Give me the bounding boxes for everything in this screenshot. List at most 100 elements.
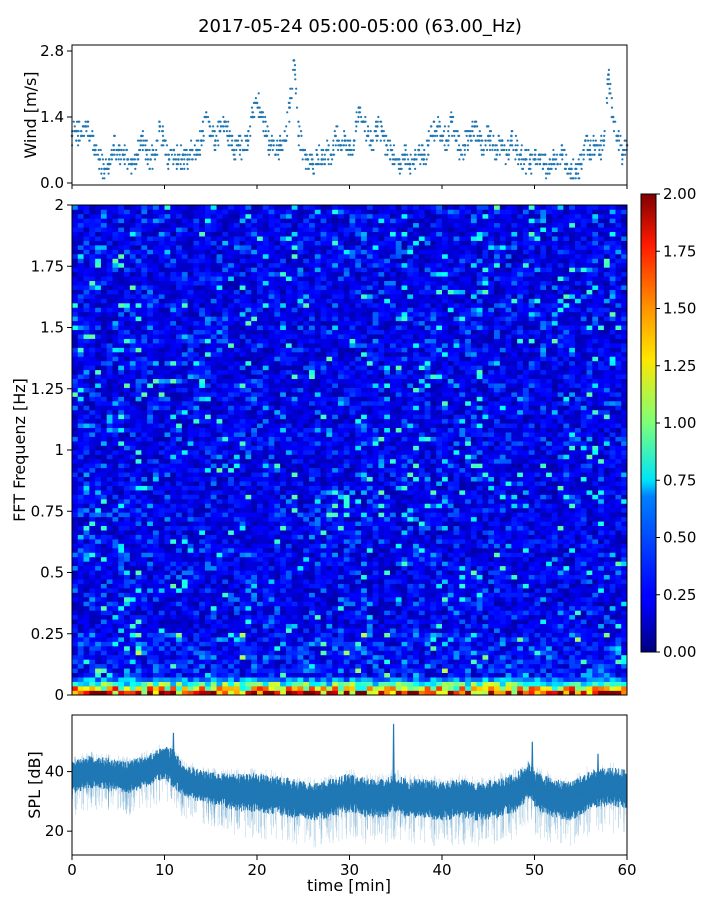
spectrogram-cell <box>118 623 125 629</box>
spectrogram-cell <box>355 534 362 540</box>
spectrogram-cell <box>239 561 246 567</box>
spectrogram-cell <box>528 556 535 562</box>
spectrogram-cell <box>488 650 495 656</box>
spectrogram-cell <box>95 614 102 620</box>
spectrogram-cell <box>77 668 84 674</box>
spectrogram-cell <box>528 610 535 616</box>
spectrogram-cell <box>372 565 379 571</box>
spectrogram-cell <box>603 641 611 647</box>
spectrogram-cell <box>233 548 241 553</box>
spectrogram-cell <box>592 654 599 660</box>
spectrogram-cell <box>268 654 275 660</box>
spectrogram-cell <box>89 574 96 580</box>
spectrogram-cell <box>569 556 576 562</box>
spectrogram-cell <box>251 641 258 647</box>
spectrogram-cell <box>89 614 96 620</box>
spectrogram-cell <box>193 561 200 567</box>
spectrogram-cell <box>239 552 246 558</box>
spectrogram-cell <box>72 632 79 638</box>
spectrogram-cell <box>465 548 472 553</box>
spectrogram-cell <box>89 556 96 562</box>
spectrogram-cell <box>551 614 559 620</box>
spectrogram-cell <box>135 530 142 535</box>
spectrogram-cell <box>147 521 154 527</box>
spectrogram-cell <box>482 574 489 580</box>
spectrogram-cell <box>476 681 483 687</box>
spectrogram-cell <box>389 601 397 607</box>
spectrogram-cell <box>598 570 605 576</box>
spectrogram-cell <box>494 605 501 611</box>
spectrogram-cell <box>574 534 582 540</box>
spectrogram-cell <box>442 543 449 549</box>
wind-point <box>98 158 101 161</box>
spectrogram-cell <box>505 646 512 651</box>
spectrogram-cell <box>199 565 206 571</box>
spectrogram-cell <box>436 610 443 616</box>
spectrogram-cell <box>251 668 258 674</box>
spectrogram-cell <box>407 592 414 598</box>
spectrogram-cell <box>470 646 478 651</box>
spectrogram-cell <box>285 610 293 616</box>
spectrogram-cell <box>603 672 611 678</box>
spectrogram-cell <box>511 614 518 620</box>
wind-point <box>186 158 189 161</box>
spectrogram-cell <box>540 637 547 642</box>
spectrogram-cell <box>482 605 489 611</box>
spectrogram-cell <box>511 588 518 593</box>
spectrogram-cell <box>257 659 264 665</box>
spectrogram-cell <box>517 628 524 633</box>
wind-point <box>503 148 506 152</box>
spectrogram-cell <box>557 677 564 682</box>
spectrogram-cell <box>228 579 235 584</box>
spectrogram-cell <box>181 556 189 562</box>
spectrogram-cell <box>580 539 587 544</box>
spectrogram-cell <box>378 677 385 682</box>
spectrogram-cell <box>320 556 327 562</box>
spectrogram-cell <box>152 686 160 691</box>
wind-point <box>172 163 175 166</box>
spectrogram-cell <box>332 556 339 562</box>
spectrogram-cell <box>129 543 136 549</box>
wind-point <box>282 139 285 142</box>
spectrogram-cell <box>540 632 547 638</box>
spectrogram-cell <box>499 597 506 602</box>
wind-point <box>102 163 105 166</box>
spectrogram-cell <box>141 516 148 522</box>
wind-point <box>195 148 198 152</box>
spectrogram-cell <box>494 601 501 607</box>
wind-point <box>325 148 328 152</box>
spectrogram-cell <box>511 677 518 682</box>
spectrogram-cell <box>89 654 96 660</box>
spectrogram-cell <box>522 565 530 571</box>
spectrogram-cell <box>453 539 460 544</box>
spectrogram-cell <box>135 574 142 580</box>
spectrogram-cell <box>320 650 327 656</box>
spectrogram-cell <box>378 637 385 642</box>
spectrogram-cell <box>522 579 530 584</box>
spectrogram-cell <box>361 605 368 611</box>
spectrogram-cell <box>453 646 460 651</box>
spectrogram-cell <box>413 619 420 625</box>
spectrogram-cell <box>245 521 252 527</box>
spectrogram-cell <box>170 619 177 625</box>
spectrogram-cell <box>598 583 605 589</box>
wind-point <box>322 158 325 161</box>
spectrogram-cell <box>239 521 246 527</box>
spectrogram-cell <box>592 592 599 598</box>
spectrogram-cell <box>158 672 165 678</box>
spectrogram-cell <box>378 534 385 540</box>
spectrogram-cell <box>216 610 223 616</box>
spectrogram-cell <box>436 592 443 598</box>
spectrogram-cell <box>546 677 553 682</box>
spectrogram-cell <box>112 659 119 665</box>
spectrogram-cell <box>95 668 102 674</box>
spectrogram-cell <box>268 525 275 531</box>
spectrogram-cell <box>603 552 611 558</box>
spectrogram-cell <box>569 614 576 620</box>
spectrogram-cell <box>124 597 131 602</box>
spectrogram-cell <box>505 677 512 682</box>
spectrogram-cell <box>482 592 489 598</box>
spectrogram-cell <box>546 588 553 593</box>
spectrogram-cell <box>349 552 356 558</box>
spectrogram-cell <box>337 534 345 540</box>
